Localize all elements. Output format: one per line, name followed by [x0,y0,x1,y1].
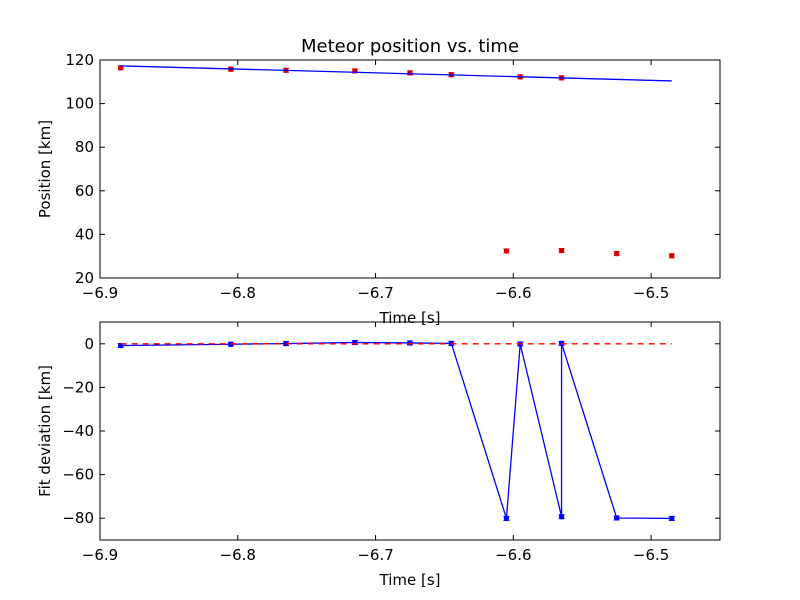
x-tick-label: −6.8 [220,546,256,564]
x-tick-label: −6.8 [220,284,256,302]
data-point [558,247,565,254]
y-tick-label: 120 [65,51,94,69]
y-axis-label: Position [km] [36,120,54,218]
y-tick-label: −40 [62,422,94,440]
x-axis-label: Time [s] [379,309,441,327]
x-tick-label: −6.5 [633,284,669,302]
data-point [669,253,675,259]
y-tick-label: −80 [62,509,94,527]
y-tick-label: 80 [75,138,94,156]
plot-frame [99,59,721,279]
data-point [558,513,565,520]
y-tick-label: 0 [84,335,94,353]
x-tick-label: −6.9 [82,284,118,302]
data-point [613,515,620,521]
y-tick-label: −60 [62,466,94,484]
data-point [503,248,510,254]
data-point [407,340,413,346]
series-line [120,65,672,82]
x-tick-label: −6.7 [357,284,393,302]
x-tick-label: −6.7 [357,546,393,564]
data-point [669,515,675,522]
data-point [117,65,124,71]
data-point [613,250,620,257]
y-axis-label: Fit deviation [km] [36,365,54,497]
position-chart: Meteor position vs. time Time [s] Positi… [36,36,721,327]
x-tick-label: −6.6 [495,284,531,302]
x-tick-label: −6.6 [495,546,531,564]
y-tick-label: 60 [75,182,94,200]
y-tick-label: −20 [62,378,94,396]
x-tick-label: −6.9 [82,546,118,564]
plot-data [117,339,675,522]
x-tick-label: −6.5 [633,546,669,564]
y-tick-label: 100 [65,95,94,113]
data-point [503,515,510,522]
deviation-chart: Time [s] Fit deviation [km] −6.9 −6.8 −6.7… [36,321,721,589]
x-axis-label: Time [s] [379,571,441,589]
chart-title: Meteor position vs. time [301,36,519,57]
y-tick-label: 20 [75,269,94,287]
plot-data [117,65,675,259]
y-tick-label: 40 [75,225,94,243]
